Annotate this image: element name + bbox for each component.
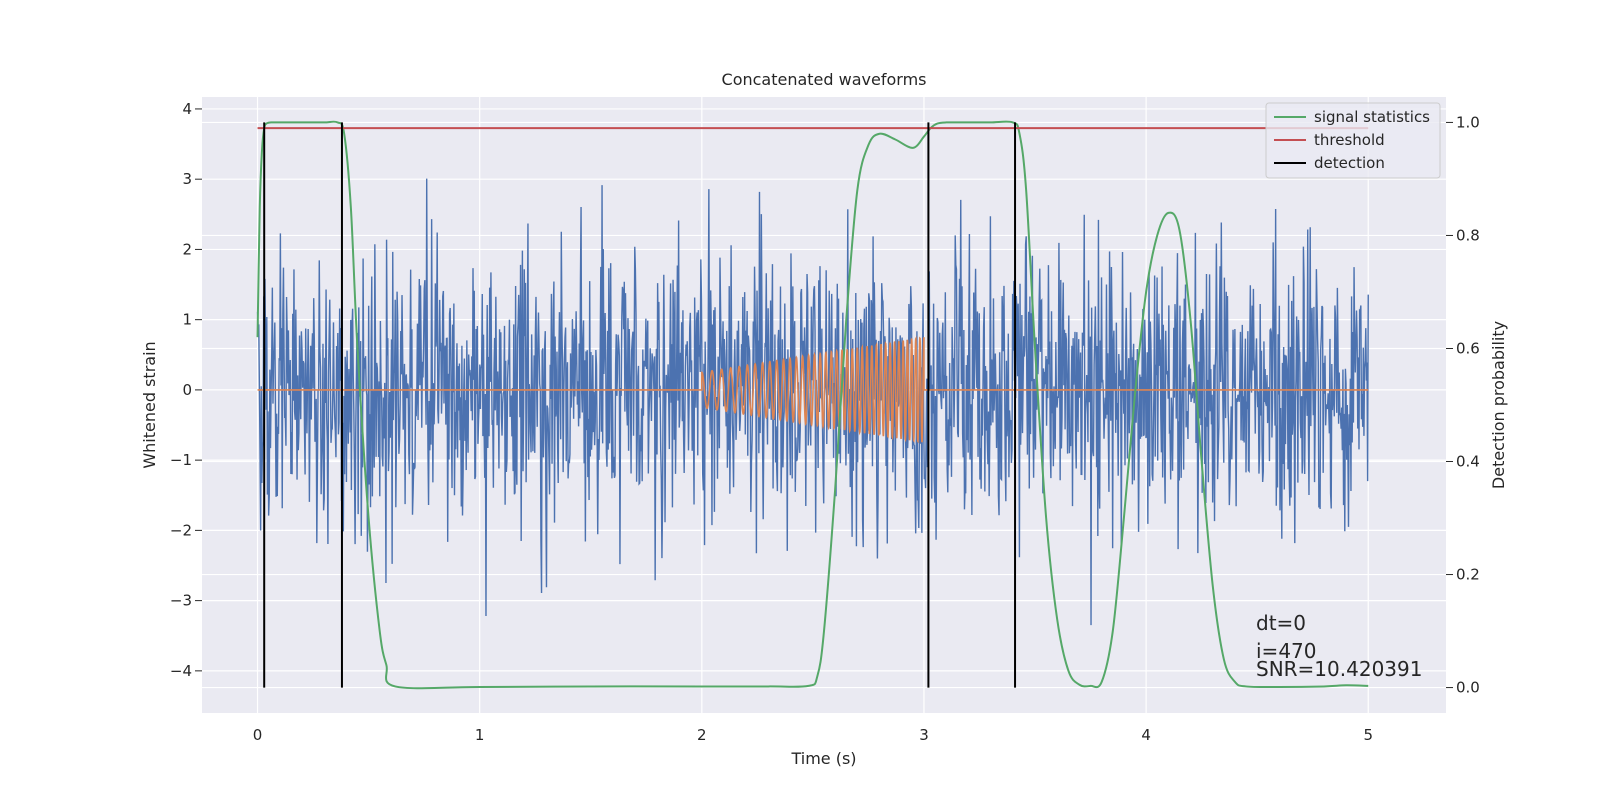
annotation-dt: dt=0 bbox=[1256, 611, 1306, 635]
x-tick-label: 4 bbox=[1141, 726, 1151, 744]
annotation-snr: SNR=10.420391 bbox=[1256, 657, 1422, 681]
y-axis-label: Whitened strain bbox=[140, 341, 159, 468]
legend-label-detection: detection bbox=[1314, 154, 1385, 172]
legend-box bbox=[1265, 102, 1441, 179]
y2-tick-label: 0.4 bbox=[1456, 453, 1480, 471]
y2-axis-label: Detection probability bbox=[1489, 321, 1508, 489]
x-tick-label: 0 bbox=[253, 726, 263, 744]
legend: signal statistics threshold detection bbox=[1265, 102, 1441, 179]
x-tick-label: 5 bbox=[1363, 726, 1373, 744]
x-tick-label: 1 bbox=[475, 726, 485, 744]
y-tick-label: −4 bbox=[170, 662, 192, 680]
legend-label-signal-statistics: signal statistics bbox=[1314, 108, 1430, 126]
series-injected-waveform bbox=[257, 335, 1369, 444]
y-tick-label: −1 bbox=[170, 451, 192, 469]
x-axis-label: Time (s) bbox=[790, 749, 856, 768]
y-tick-label: −3 bbox=[170, 592, 192, 610]
y-tick-label: −2 bbox=[170, 521, 192, 539]
legend-label-threshold: threshold bbox=[1314, 131, 1385, 149]
y2-tick-label: 0.2 bbox=[1456, 566, 1480, 584]
chart-title: Concatenated waveforms bbox=[722, 70, 927, 89]
y-tick-label: 3 bbox=[182, 170, 192, 188]
y2-tick-label: 0.6 bbox=[1456, 339, 1480, 357]
y2-tick-label: 0.0 bbox=[1456, 679, 1480, 697]
axes: 0 1 2 3 4 5 −4 −3 −2 −1 0 1 2 3 4 0.0 0.2 0.4 0.6 0.8 1.0 bbox=[170, 100, 1480, 744]
annotation-i: i=470 bbox=[1256, 639, 1317, 663]
y-tick-label: 0 bbox=[182, 381, 192, 399]
x-tick-label: 3 bbox=[919, 726, 929, 744]
y-tick-label: 2 bbox=[182, 240, 192, 258]
x-tick-label: 2 bbox=[697, 726, 707, 744]
y-tick-label: 4 bbox=[182, 100, 192, 118]
y-tick-label: 1 bbox=[182, 311, 192, 329]
grid-lines bbox=[202, 97, 1446, 713]
data-layer bbox=[256, 120, 1369, 690]
y2-tick-label: 1.0 bbox=[1456, 113, 1480, 131]
series-whitened-strain bbox=[256, 178, 1369, 626]
y2-tick-label: 0.8 bbox=[1456, 226, 1480, 244]
series-signal-statistics bbox=[256, 120, 1369, 690]
